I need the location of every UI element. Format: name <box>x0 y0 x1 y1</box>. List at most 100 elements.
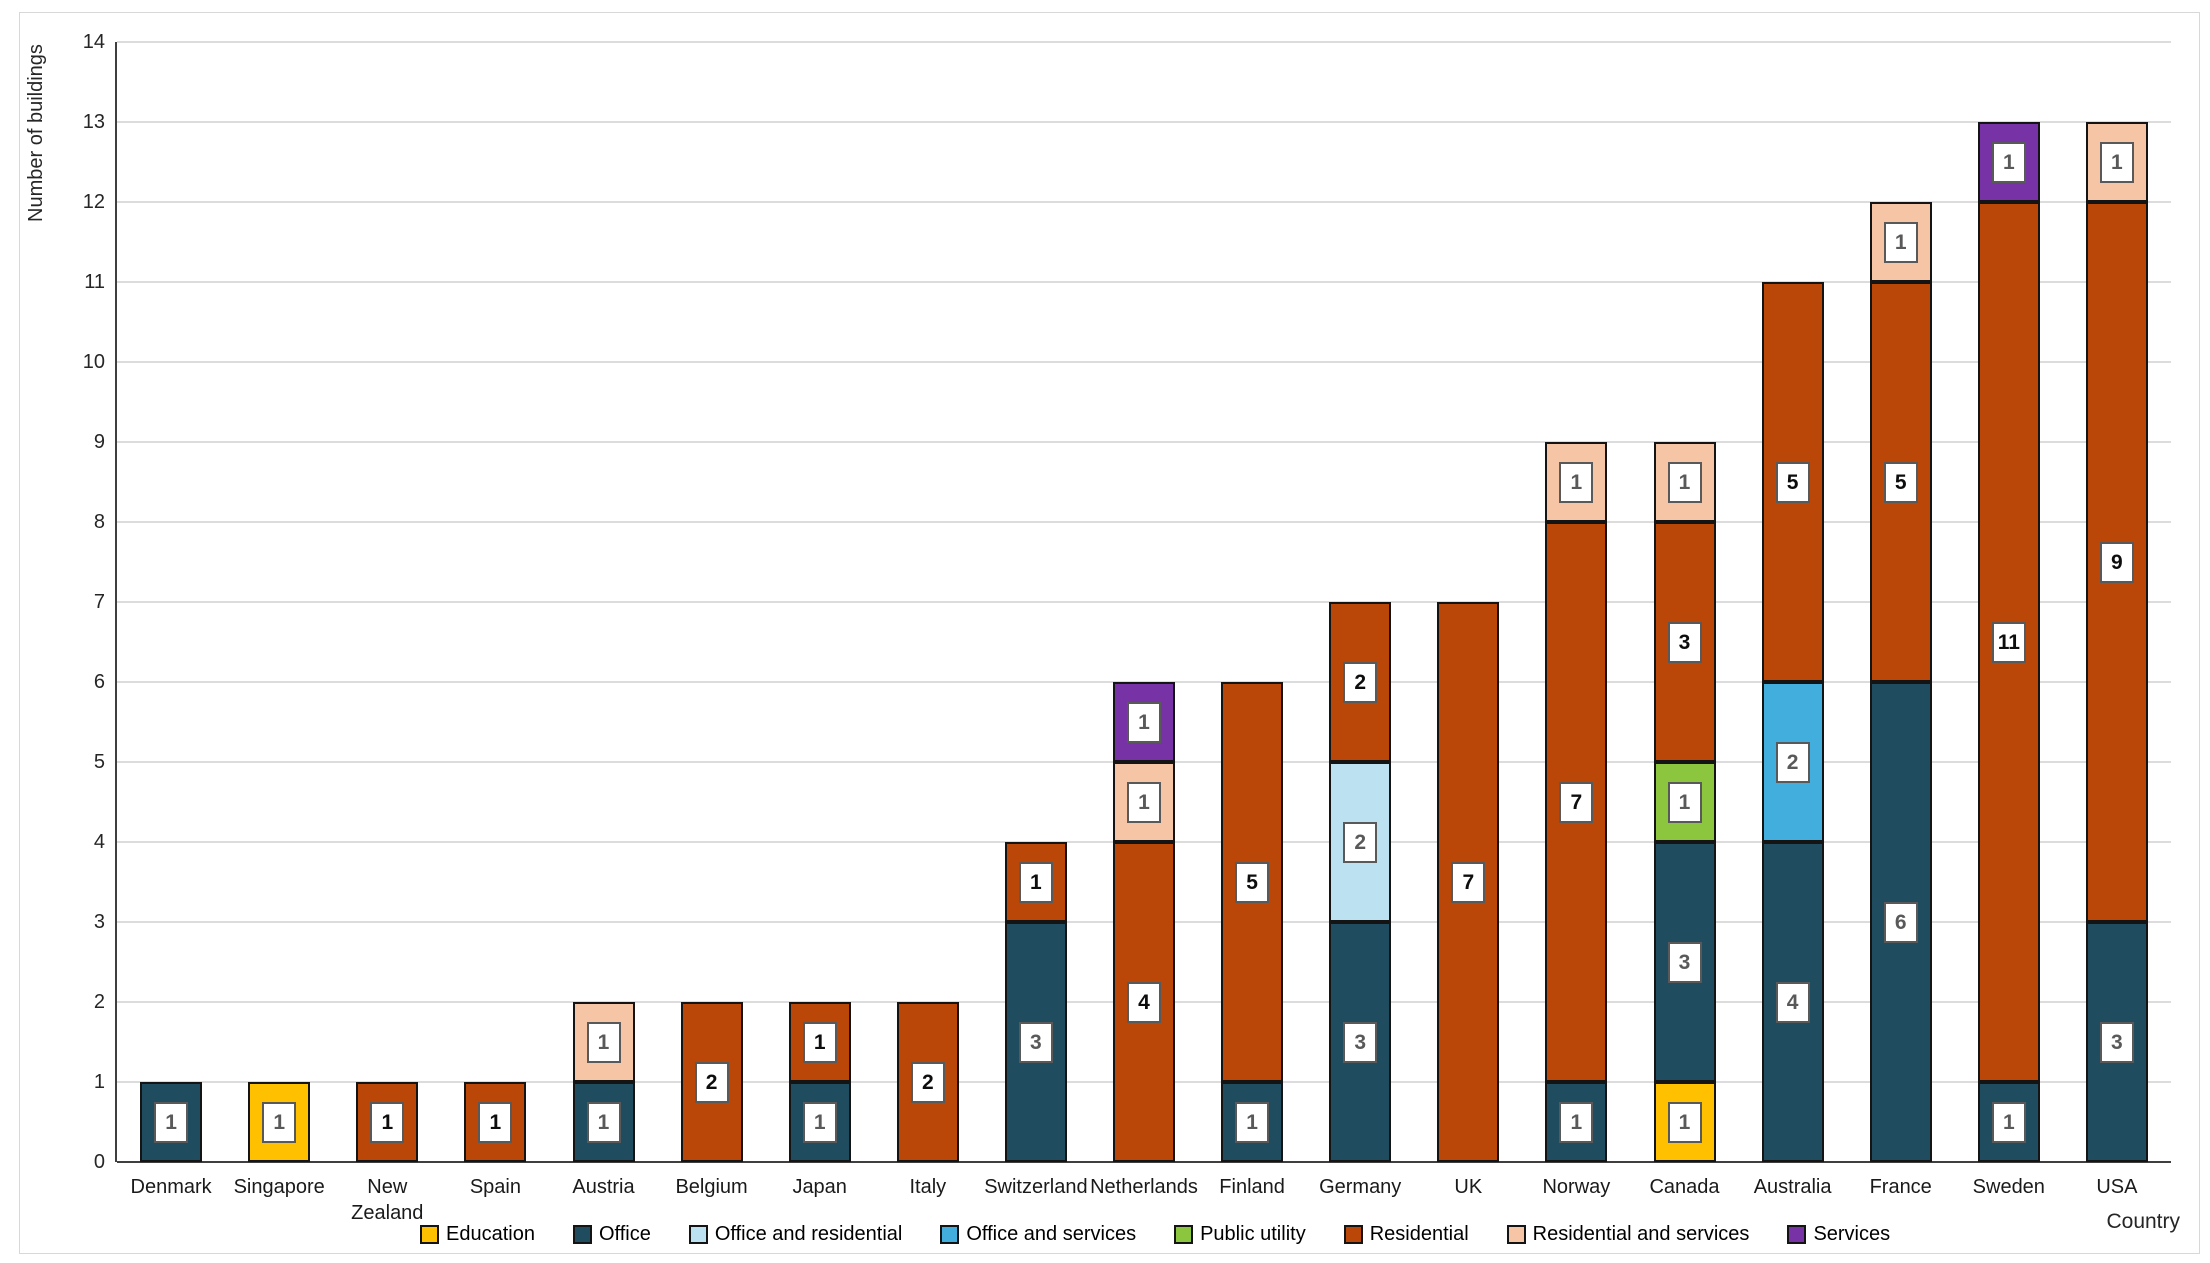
y-tick-label: 6 <box>93 671 105 693</box>
bar-segment: 9 <box>2085 202 2148 922</box>
bar-segment-label: 3 <box>1667 621 1702 663</box>
bar-segment-label: 1 <box>1991 141 2026 183</box>
bar-segment-label: 2 <box>1775 741 1810 783</box>
bar-segment: 3 <box>2085 922 2148 1162</box>
bar-segment: 4 <box>1761 842 1824 1162</box>
gridline-y-8 <box>117 521 2171 523</box>
category-label: Belgium <box>675 1176 748 1198</box>
legend-item: Office <box>572 1222 651 1246</box>
x-axis-line <box>117 1161 2171 1163</box>
bar-segment: 2 <box>1761 682 1824 842</box>
bar-segment-label: 1 <box>1667 781 1702 823</box>
legend-item: Residential and services <box>1506 1222 1750 1246</box>
legend-label: Education <box>446 1223 535 1245</box>
bar-segment-label: 5 <box>1775 461 1810 503</box>
bar-segment: 3 <box>1004 922 1067 1162</box>
bar-segment: 1 <box>1977 122 2040 202</box>
bar-segment: 1 <box>1545 442 1608 522</box>
category-label: France <box>1869 1176 1932 1198</box>
bar-segment: 7 <box>1437 602 1500 1162</box>
bar-segment: 1 <box>1869 202 1932 282</box>
category-label: USA <box>2096 1176 2138 1198</box>
bar-segment: 2 <box>680 1002 743 1162</box>
bar-segment-label: 1 <box>802 1101 837 1143</box>
legend-swatch <box>572 1224 592 1244</box>
legend-swatch <box>420 1224 439 1244</box>
bar-segment-label: 1 <box>586 1021 621 1063</box>
gridline-y-14 <box>117 41 2171 43</box>
bar-segment: 3 <box>1653 522 1716 762</box>
legend-label: Office <box>598 1223 651 1245</box>
bar-segment: 1 <box>464 1082 527 1162</box>
bar-segment: 1 <box>1113 762 1175 842</box>
category-label: Singapore <box>233 1176 325 1198</box>
y-tick-label: 9 <box>93 431 105 453</box>
legend-item: Public utility <box>1174 1222 1306 1246</box>
legend-swatch <box>688 1224 708 1244</box>
bar-segment-label: 5 <box>1883 461 1918 503</box>
legend-label: Residential and services <box>1532 1223 1750 1245</box>
bar-segment-label: 1 <box>1667 1101 1702 1143</box>
bar-segment: 3 <box>1653 842 1716 1082</box>
legend-label: Office and services <box>966 1223 1137 1245</box>
bar-segment: 1 <box>1113 682 1175 762</box>
legend-swatch <box>1174 1224 1194 1244</box>
bar-segment-label: 7 <box>1451 861 1486 903</box>
category-label: Netherlands <box>1090 1176 1198 1198</box>
bar-segment: 1 <box>1977 1082 2040 1162</box>
y-tick-label: 0 <box>93 1151 105 1173</box>
bar-segment-label: 3 <box>1018 1021 1053 1063</box>
legend-swatch <box>1787 1224 1807 1244</box>
bar-segment-label: 1 <box>1559 461 1594 503</box>
legend: Education Office Office and residential Off… <box>420 1222 1890 1246</box>
bar-segment-label: 2 <box>910 1061 945 1103</box>
bar-segment: 1 <box>1221 1082 1284 1162</box>
bar-segment: 1 <box>248 1082 311 1162</box>
y-tick-label: 10 <box>82 351 105 373</box>
bar-segment: 1 <box>1545 1082 1608 1162</box>
category-label: Japan <box>792 1176 847 1198</box>
bar-segment: 5 <box>1221 682 1284 1082</box>
y-tick-label: 8 <box>93 511 105 533</box>
bar-segment-label: 6 <box>1883 901 1918 943</box>
legend-label: Residential <box>1369 1223 1469 1245</box>
bar-segment: 7 <box>1545 522 1608 1082</box>
bar-segment-label: 4 <box>1775 981 1810 1023</box>
bar-segment-label: 9 <box>2099 541 2134 583</box>
bar-segment: 1 <box>788 1002 851 1082</box>
bar-segment-label: 1 <box>2099 141 2134 183</box>
bar-segment-label: 1 <box>1667 461 1702 503</box>
bar-segment-label: 1 <box>586 1101 621 1143</box>
gridline-y-11 <box>117 281 2171 283</box>
bar-segment-label: 1 <box>1018 861 1053 903</box>
category-label: Denmark <box>130 1176 212 1198</box>
gridline-y-13 <box>117 121 2171 123</box>
gridline-y-10 <box>117 361 2171 363</box>
bar-segment-label: 3 <box>1343 1021 1378 1063</box>
bar-segment-label: 1 <box>1127 781 1161 823</box>
y-tick-label: 12 <box>82 191 105 213</box>
legend-label: Office and residential <box>714 1223 903 1245</box>
category-label: Spain <box>469 1176 521 1198</box>
legend-item: Office and services <box>940 1222 1136 1246</box>
x-axis-title: Country <box>2106 1210 2180 1233</box>
category-label: Austria <box>572 1176 635 1198</box>
legend-label: Public utility <box>1200 1223 1306 1245</box>
bar-segment: 1 <box>1653 442 1716 522</box>
category-label: Canada <box>1649 1176 1720 1198</box>
bar-segment: 2 <box>1329 762 1392 922</box>
y-tick-label: 14 <box>82 31 105 53</box>
bar-segment-label: 3 <box>2099 1021 2134 1063</box>
bar-segment: 1 <box>572 1082 635 1162</box>
legend-item: Services <box>1787 1222 1890 1246</box>
bar-segment-label: 1 <box>1883 221 1918 263</box>
category-label: Italy <box>909 1176 947 1198</box>
bar-segment-label: 7 <box>1559 781 1594 823</box>
y-tick-label: 2 <box>93 991 105 1013</box>
bar-segment-label: 1 <box>1127 701 1161 743</box>
bar-segment-label: 11 <box>1991 621 2026 663</box>
legend-label: Services <box>1813 1223 1891 1245</box>
bar-segment: 1 <box>2085 122 2148 202</box>
category-label: Switzerland <box>984 1176 1088 1198</box>
bar-segment: 1 <box>140 1082 203 1162</box>
